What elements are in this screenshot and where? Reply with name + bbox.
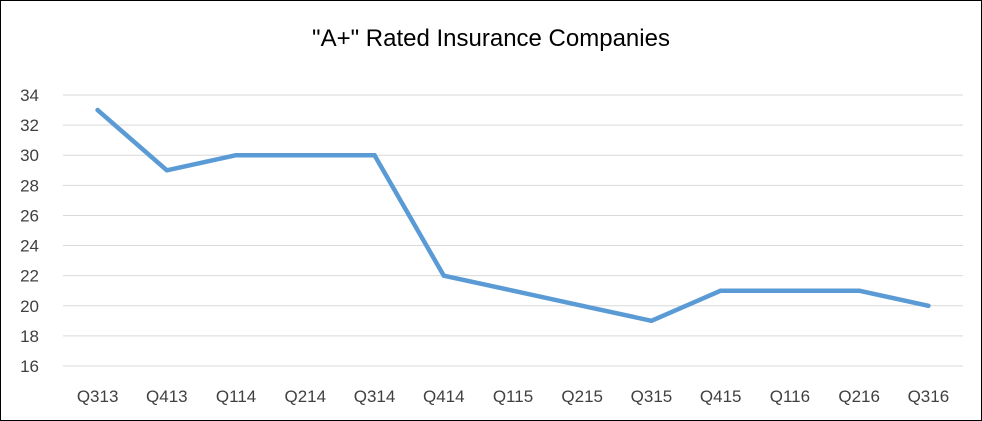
y-tick-label: 34 <box>20 86 39 105</box>
y-tick-label: 30 <box>20 146 39 165</box>
x-tick-label: Q315 <box>631 387 673 406</box>
data-point <box>441 273 446 278</box>
x-tick-label: Q115 <box>493 387 533 406</box>
data-point <box>718 288 723 293</box>
x-tick-label: Q214 <box>285 387 327 406</box>
y-tick-label: 28 <box>20 176 39 195</box>
data-point <box>164 168 170 173</box>
x-tick-label: Q114 <box>216 387 256 406</box>
y-tick-label: 22 <box>20 267 39 286</box>
y-tick-label: 18 <box>20 327 39 346</box>
y-tick-label: 32 <box>20 116 39 135</box>
x-tick-label: Q314 <box>354 387 396 406</box>
x-tick-label: Q316 <box>908 387 950 406</box>
data-point <box>372 153 377 158</box>
x-tick-label: Q116 <box>770 387 810 406</box>
y-axis-ticks: 16 18 20 22 24 26 28 30 32 34 <box>20 86 39 376</box>
y-tick-label: 20 <box>20 297 39 316</box>
y-tick-label: 16 <box>20 357 39 376</box>
x-axis-ticks: Q313 Q413 Q114 Q214 Q314 Q414 Q115 Q215 Q315 Q415… <box>77 387 949 406</box>
data-point <box>233 153 239 158</box>
series-layer <box>95 107 931 324</box>
gridlines <box>63 94 963 367</box>
data-point <box>649 318 654 324</box>
x-tick-label: Q215 <box>561 387 603 406</box>
x-tick-label: Q313 <box>77 387 119 406</box>
data-point <box>926 303 931 308</box>
x-tick-label: Q414 <box>423 387 465 406</box>
chart-title: "A+" Rated Insurance Companies <box>312 25 670 52</box>
data-point <box>787 288 793 293</box>
data-point <box>856 288 862 293</box>
y-tick-label: 26 <box>20 206 39 225</box>
data-point <box>510 288 516 293</box>
data-point <box>95 107 100 113</box>
data-point <box>303 153 308 158</box>
x-tick-label: Q413 <box>146 387 188 406</box>
y-tick-label: 24 <box>20 237 39 256</box>
x-tick-label: Q415 <box>700 387 742 406</box>
x-tick-label: Q216 <box>838 387 880 406</box>
data-point <box>580 303 585 308</box>
